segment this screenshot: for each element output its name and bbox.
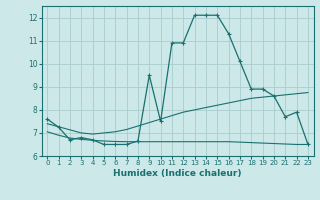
- X-axis label: Humidex (Indice chaleur): Humidex (Indice chaleur): [113, 169, 242, 178]
